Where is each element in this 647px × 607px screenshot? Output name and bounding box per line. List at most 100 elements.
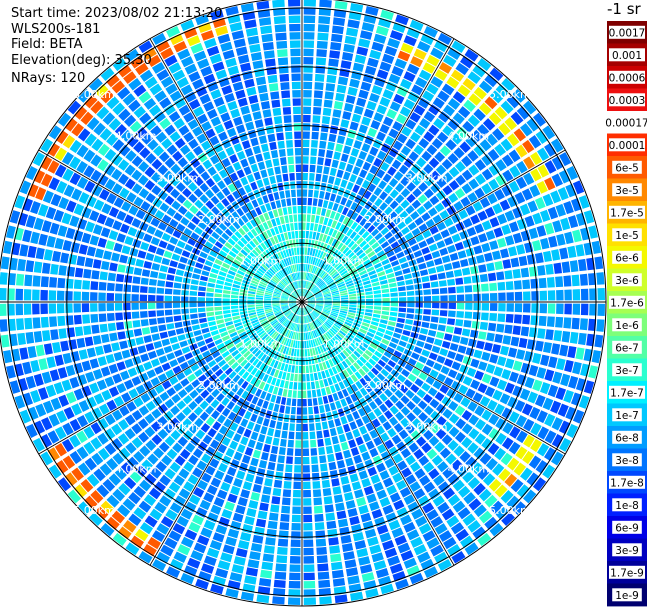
ray-243deg: [25, 304, 297, 438]
ray-123deg: [306, 305, 556, 479]
colorbar-label-bg-21: [612, 498, 642, 512]
ray-252deg: [9, 303, 297, 394]
ray-312deg: [78, 89, 298, 298]
spoke-210deg: [149, 301, 303, 566]
colorbar-label-bg-5: [609, 138, 645, 152]
colorbar-label-bg-9: [612, 228, 642, 242]
ray-126deg: [306, 305, 547, 492]
ray-228deg: [67, 305, 298, 504]
radial-spokes: [0, 0, 606, 606]
ray-72deg: [307, 210, 595, 301]
ray-168deg: [302, 307, 364, 601]
range-label-nw-5km: 5.00km: [73, 88, 115, 101]
ray-285deg: [9, 210, 297, 301]
colorbar-label-bg-10: [612, 250, 642, 264]
colorbar-label-17: 1e-7: [615, 410, 639, 422]
ray-300deg: [40, 138, 297, 299]
ray-78deg: [307, 240, 601, 302]
colorbar-label-13: 1e-6: [615, 320, 639, 332]
colorbar-label-bg-2: [609, 70, 645, 84]
range-labels: 1.00km 1.00km 1.00km 1.00km 2.00km 2.00km 2.00…: [73, 88, 530, 517]
ray-222deg: [89, 306, 298, 526]
colorbar-label-bg-25: [612, 588, 642, 602]
colorbar-label-21: 1e-8: [615, 500, 639, 512]
ray-42deg: [306, 78, 515, 298]
colorbar-label-bg-16: [609, 385, 645, 399]
ray-111deg: [307, 304, 585, 424]
ray-189deg: [240, 307, 302, 601]
ray-246deg: [19, 304, 297, 424]
ray-39deg: [305, 67, 504, 298]
ray-165deg: [303, 307, 379, 598]
ray-153deg: [304, 307, 438, 579]
colorbar-label-12: 1.7e-6: [610, 297, 644, 309]
colorbar-title: -1 sr: [607, 0, 641, 18]
ray-333deg: [166, 25, 300, 297]
ray-57deg: [307, 138, 564, 299]
ray-132deg: [306, 306, 526, 515]
ray-105deg: [307, 303, 595, 394]
colorbar-label-bg-15: [612, 363, 642, 377]
colorbar-label-9: 1e-5: [615, 230, 639, 242]
ray-357deg: [287, 0, 302, 297]
ray-240deg: [32, 304, 297, 452]
ray-15deg: [303, 9, 394, 297]
range-label-sw-2km: 2.00km: [198, 379, 240, 392]
ray-147deg: [305, 307, 466, 564]
colorbar-label-bg-4: [609, 115, 645, 129]
colorbar-label-1: 0.001: [612, 50, 642, 62]
colorbar-label-bg-8: [609, 205, 645, 219]
colorbar-label-bg-23: [612, 543, 642, 557]
ray-216deg: [112, 306, 299, 547]
colorbar-label-4: 0.00017: [605, 117, 647, 129]
colorbar-label-15: 3e-7: [615, 365, 639, 377]
colorbar-label-bg-24: [609, 565, 645, 579]
ray-249deg: [14, 303, 297, 409]
colorbar-label-bg-17: [612, 408, 642, 422]
ray-324deg: [125, 48, 299, 298]
range-label-ne-3km: 3.00km: [406, 171, 448, 184]
ray-18deg: [303, 14, 409, 297]
ray-180deg: [287, 307, 302, 605]
range-label-nw-3km: 3.00km: [157, 171, 199, 184]
ray-93deg: [307, 302, 605, 332]
ray-231deg: [57, 305, 298, 492]
ray-237deg: [40, 305, 297, 466]
ray-234deg: [48, 305, 298, 479]
colorbar-label-3: 0.0003: [609, 95, 646, 107]
colorbar-label-23: 3e-9: [615, 545, 639, 557]
ray-303deg: [48, 125, 298, 299]
ray-144deg: [305, 306, 479, 556]
range-label-sw-4km: 4.00km: [115, 462, 157, 475]
ray-129deg: [306, 305, 537, 504]
ray-198deg: [195, 307, 301, 590]
colorbar-label-0: 0.0017: [609, 27, 646, 39]
range-label-sw-5km: 5.00km: [73, 504, 115, 517]
ray-60deg: [307, 152, 572, 300]
colorbar-label-8: 1.7e-5: [610, 207, 644, 219]
colorbar-label-bg-7: [612, 183, 642, 197]
range-label-se-2km: 2.00km: [364, 379, 406, 392]
ray-186deg: [256, 307, 302, 604]
spoke-300deg: [38, 149, 303, 303]
ray-90deg: [307, 302, 605, 317]
ray-195deg: [210, 307, 301, 595]
range-label-se-5km: 5.00km: [489, 504, 531, 517]
instrument-label: WLS200s-181: [11, 22, 101, 37]
ray-273deg: [0, 272, 297, 302]
ray-117deg: [307, 304, 572, 452]
range-label-nw-2km: 2.00km: [198, 213, 240, 226]
colorbar-label-bg-11: [612, 273, 642, 287]
ray-315deg: [89, 78, 298, 298]
colorbar-label-bg-1: [609, 48, 645, 62]
ray-309deg: [67, 100, 298, 299]
colorbar-label-bg-22: [612, 520, 642, 534]
ray-150deg: [304, 307, 452, 572]
ray-33deg: [305, 48, 479, 298]
ray-63deg: [307, 166, 579, 300]
ray-24deg: [304, 25, 438, 297]
ray-327deg: [138, 40, 299, 297]
colorbar-label-24: 1.7e-9: [610, 567, 644, 579]
ray-225deg: [78, 306, 298, 515]
